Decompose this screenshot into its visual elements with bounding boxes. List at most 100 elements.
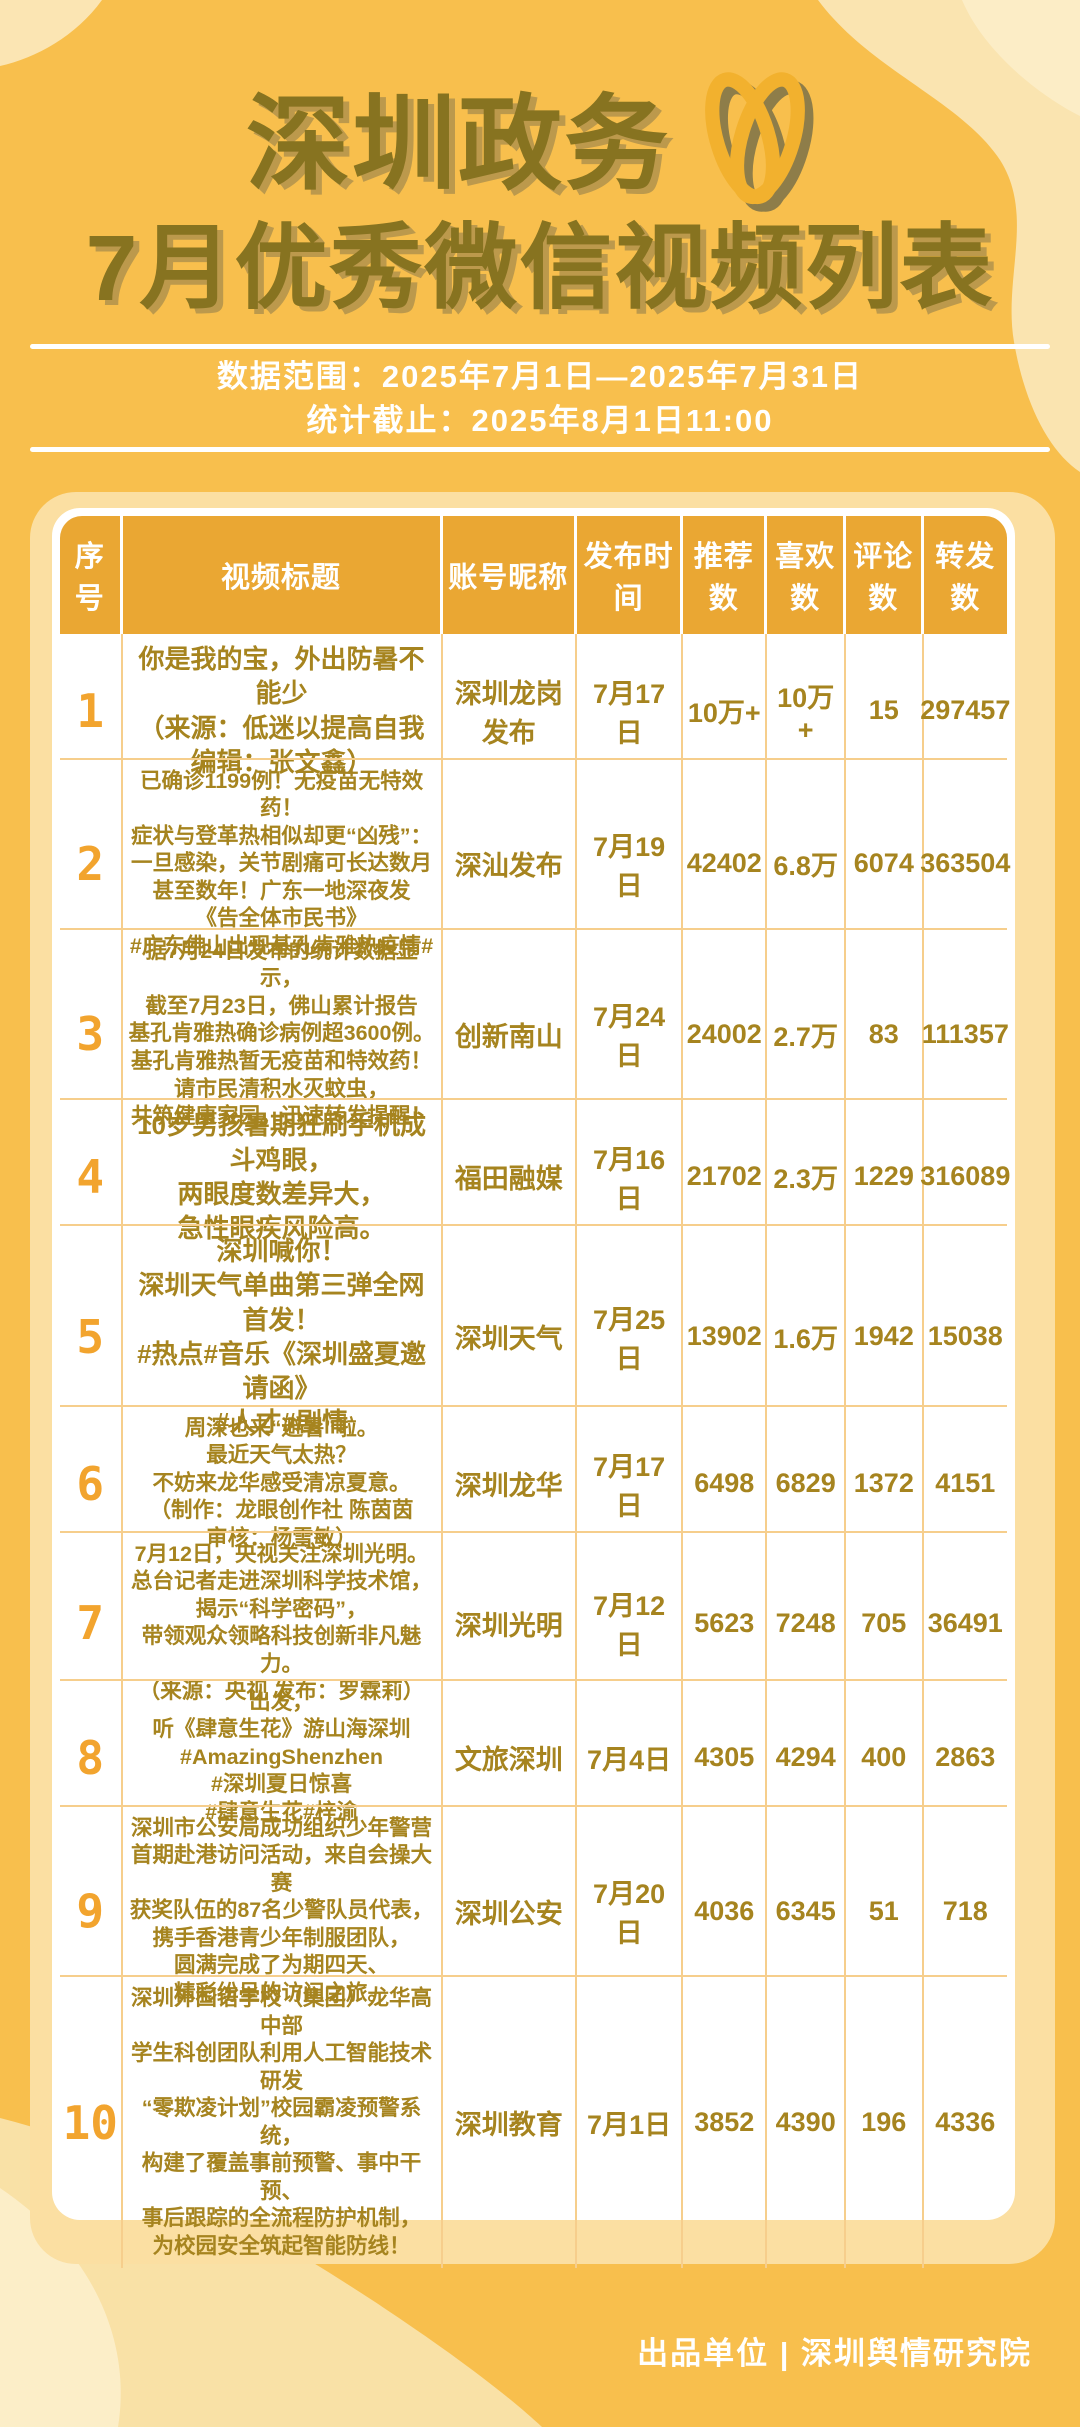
table-row: 5 深圳喊你！ 深圳天气单曲第三弹全网首发！ #热点#音乐《深圳盛夏邀请函》 #… <box>60 1223 1007 1448</box>
account-name: 深圳天气 <box>443 1225 578 1448</box>
recommend-count: 4036 <box>683 1806 768 2016</box>
col-header-title: 视频标题 <box>122 516 443 634</box>
share-count: 718 <box>942 1895 988 1926</box>
page-title-line2: 7月优秀微信视频列表 <box>85 216 995 320</box>
top-left-blob <box>0 0 102 66</box>
comment-count: 196 <box>846 1977 924 2269</box>
table-row: 8 出发， 听《肆意生花》游山海深圳 #AmazingShenzhen #深圳夏… <box>60 1678 1007 1835</box>
divider-line-bottom <box>30 447 1050 452</box>
publish-date: 7月24日 <box>577 929 684 1139</box>
video-title: 出发， 听《肆意生花》游山海深圳 #AmazingShenzhen #深圳夏日惊… <box>123 1680 443 1835</box>
publish-date: 7月16日 <box>577 1100 684 1254</box>
row-index: 3 <box>60 929 123 1139</box>
table-row: 6 周深也来“避暑”啦。 最近天气太热？ 不妨来龙华感受清凉夏意。 （制作：龙眼… <box>60 1404 1007 1561</box>
account-name: 深圳龙岗发布 <box>443 634 578 788</box>
table-row: 10 深圳外国语学校（集团）龙华高中部 学生科创团队利用人工智能技术研发 “零欺… <box>60 1975 1007 2269</box>
row-index: 4 <box>60 1100 123 1254</box>
publish-date: 7月17日 <box>577 1406 684 1561</box>
stat-cutoff-text: 统计截止：2025年8月1日11:00 <box>306 403 774 438</box>
table-body: 1 你是我的宝，外出防暑不能少 （来源：低迷以提高自我 编辑：张文鑫） 深圳龙岗… <box>60 634 1010 2269</box>
like-count: 1.6万 <box>767 1225 846 1448</box>
table-card: 序号 视频标题 账号昵称 发布时间 推荐数 喜欢数 评论数 转发数 1 你是我的… <box>52 508 1015 2269</box>
publish-date: 7月4日 <box>577 1680 684 1835</box>
recommend-count: 6498 <box>683 1406 768 1561</box>
video-title: 深圳喊你！ 深圳天气单曲第三弹全网首发！ #热点#音乐《深圳盛夏邀请函》 #人才… <box>123 1225 443 1448</box>
bottom-left-light-blob <box>0 2188 121 2427</box>
video-title: 深圳外国语学校（集团）龙华高中部 学生科创团队利用人工智能技术研发 “零欺凌计划… <box>123 1977 443 2269</box>
video-title: 据7月24日发布的统计数据显示， 截至7月23日，佛山累计报告 基孔肯雅热确诊病… <box>123 929 443 1139</box>
video-title: 深圳市公安局成功组织少年警营 首期赴港访问活动，来自会操大赛 获奖队伍的87名少… <box>123 1806 443 2016</box>
share-count: 2863 <box>935 1742 996 1773</box>
row-index: 7 <box>60 1532 123 1714</box>
row-index: 6 <box>60 1406 123 1561</box>
col-header-likes: 喜欢数 <box>767 516 846 634</box>
title-block: 深圳政务 7月优秀微信视频列表 <box>0 72 1080 320</box>
share-count: 4336 <box>935 2107 996 2138</box>
row-index: 9 <box>60 1806 123 2016</box>
account-name: 深圳龙华 <box>443 1406 578 1561</box>
divider-line-top <box>30 344 1050 349</box>
account-name: 深圳教育 <box>443 1977 578 2269</box>
row-index: 8 <box>60 1680 123 1835</box>
like-count: 4294 <box>767 1680 846 1835</box>
video-title: 周深也来“避暑”啦。 最近天气太热？ 不妨来龙华感受清凉夏意。 （制作：龙眼创作… <box>123 1406 443 1561</box>
share-count: 297457 <box>920 695 1011 726</box>
table-header-row: 序号 视频标题 账号昵称 发布时间 推荐数 喜欢数 评论数 转发数 <box>60 516 1007 634</box>
publish-date: 7月25日 <box>577 1225 684 1448</box>
like-count: 6345 <box>767 1806 846 2016</box>
row-index: 2 <box>60 759 123 969</box>
like-count: 4390 <box>767 1977 846 2269</box>
account-name: 福田融媒 <box>443 1100 578 1254</box>
like-count: 2.3万 <box>767 1100 846 1254</box>
share-count: 363504 <box>920 848 1011 879</box>
account-name: 深汕发布 <box>443 759 578 969</box>
recommend-count: 24002 <box>683 929 768 1139</box>
video-title: 7月12日，央视关注深圳光明。 总台记者走进深圳科学技术馆， 揭示“科学密码”，… <box>123 1532 443 1714</box>
account-name: 创新南山 <box>443 929 578 1139</box>
table-row: 3 据7月24日发布的统计数据显示， 截至7月23日，佛山累计报告 基孔肯雅热确… <box>60 927 1009 1139</box>
comment-count: 1942 <box>846 1225 924 1448</box>
share-count: 111357 <box>921 1018 1009 1049</box>
comment-count: 51 <box>846 1806 924 2016</box>
table-row: 1 你是我的宝，外出防暑不能少 （来源：低迷以提高自我 编辑：张文鑫） 深圳龙岗… <box>60 634 1010 788</box>
col-header-comments: 评论数 <box>845 516 924 634</box>
page-title-line1: 深圳政务 <box>245 87 670 204</box>
comment-count: 1229 <box>846 1100 924 1254</box>
credit-text: 出品单位 | 深圳舆情研究院 <box>637 2336 1032 2371</box>
comment-count: 705 <box>846 1532 924 1714</box>
table-card-outer: 序号 视频标题 账号昵称 发布时间 推荐数 喜欢数 评论数 转发数 1 你是我的… <box>30 492 1055 2269</box>
recommend-count: 13902 <box>683 1225 768 1448</box>
video-title: 已确诊1199例！无疫苗无特效药！ 症状与登革热相似却更“凶残”： 一旦感染，关… <box>123 759 443 969</box>
row-index: 1 <box>60 634 123 788</box>
like-count: 7248 <box>767 1532 846 1714</box>
like-count: 2.7万 <box>767 929 846 1139</box>
table-row: 2 已确诊1199例！无疫苗无特效药！ 症状与登革热相似却更“凶残”： 一旦感染… <box>60 757 1010 969</box>
publish-date: 7月19日 <box>577 759 684 969</box>
account-name: 文旅深圳 <box>443 1680 578 1835</box>
publish-date: 7月20日 <box>577 1806 684 2016</box>
info-lines: 数据范围：2025年7月1日—2025年7月31日 统计截止：2025年8月1日… <box>0 349 1080 447</box>
share-count: 36491 <box>927 1607 1003 1638</box>
recommend-count: 4305 <box>683 1680 768 1835</box>
comment-count: 400 <box>846 1680 924 1835</box>
title-line1-wrap: 深圳政务 <box>0 72 1080 216</box>
recommend-count: 42402 <box>683 759 768 969</box>
like-count: 6829 <box>767 1406 846 1561</box>
video-title: 10岁男孩暑期狂刷手机成斗鸡眼， 两眼度数差异大， 急性眼疾风险高。 <box>123 1100 443 1254</box>
publish-date: 7月17日 <box>577 634 684 788</box>
row-index: 5 <box>60 1225 123 1448</box>
top-right-wave-shape <box>818 0 1080 472</box>
col-header-recommends: 推荐数 <box>683 516 768 634</box>
row-index: 10 <box>60 1977 123 2269</box>
top-right-light-shape <box>962 0 1080 116</box>
share-count: 4151 <box>935 1468 996 1499</box>
comment-count: 6074 <box>846 759 924 969</box>
recommend-count: 21702 <box>683 1100 768 1254</box>
publish-date: 7月12日 <box>577 1532 684 1714</box>
like-count: 6.8万 <box>767 759 846 969</box>
table-row: 4 10岁男孩暑期狂刷手机成斗鸡眼， 两眼度数差异大， 急性眼疾风险高。 福田融… <box>60 1098 1010 1254</box>
recommend-count: 5623 <box>683 1532 768 1714</box>
col-header-index: 序号 <box>60 516 123 634</box>
info-band: 数据范围：2025年7月1日—2025年7月31日 统计截止：2025年8月1日… <box>0 344 1080 452</box>
